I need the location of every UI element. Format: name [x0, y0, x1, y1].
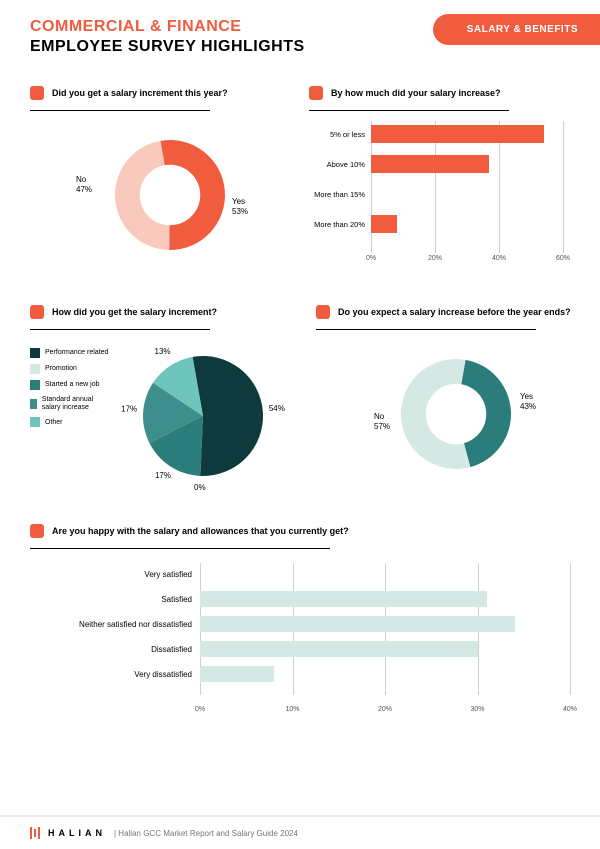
bar-category-label: Dissatisfied	[30, 645, 200, 654]
chart2-bars: 5% or less Above 10% More than 15% More tha…	[309, 121, 570, 271]
legend-swatch	[30, 348, 40, 358]
svg-text:13%: 13%	[155, 347, 171, 356]
legend-swatch	[30, 380, 40, 390]
bar	[200, 591, 487, 607]
square-bullet-icon	[309, 86, 323, 100]
chart1-title-row: Did you get a salary increment this year…	[30, 86, 291, 100]
legend-item: Started a new job	[30, 380, 110, 390]
chart4-title-row: Do you expect a salary increase before t…	[316, 305, 576, 319]
square-bullet-icon	[30, 86, 44, 100]
chart2-title: By how much did your salary increase?	[331, 88, 501, 98]
legend-item: Standard annual salary increase	[30, 396, 110, 411]
chart5-bars: 0%10%20%30%40%Very satisfiedSatisfiedNei…	[30, 563, 570, 713]
footer-text: | Halian GCC Market Report and Salary Gu…	[114, 829, 298, 838]
underline	[309, 110, 509, 111]
bar-category-label: Neither satisfied nor dissatisfied	[30, 620, 200, 629]
chart2-cell: By how much did your salary increase? 5%…	[309, 86, 570, 275]
chart3-body: Performance related Promotion Started a ne…	[30, 338, 298, 498]
chart4-donut: No57% Yes43%	[316, 334, 576, 494]
chart1-label-no: No47%	[76, 175, 92, 194]
donut-svg	[30, 115, 290, 275]
bar-category-label: 5% or less	[309, 130, 371, 139]
chart3-title-row: How did you get the salary increment?	[30, 305, 298, 319]
legend-swatch	[30, 399, 37, 409]
page-header: COMMERCIAL & FINANCE EMPLOYEE SURVEY HIG…	[0, 0, 600, 64]
row-3: Are you happy with the salary and allowa…	[0, 524, 600, 713]
bar-row: Above 10%	[309, 151, 570, 177]
bar-row: Dissatisfied	[30, 638, 570, 660]
bar-row: Satisfied	[30, 588, 570, 610]
chart1-label-yes: Yes53%	[232, 197, 248, 216]
legend-label: Performance related	[45, 349, 108, 357]
svg-text:17%: 17%	[155, 471, 171, 480]
bar-category-label: More than 20%	[309, 220, 371, 229]
chart1-donut: No47% Yes53%	[30, 115, 291, 275]
legend-item: Promotion	[30, 364, 110, 374]
underline	[30, 329, 210, 330]
underline	[30, 110, 210, 111]
chart4-title: Do you expect a salary increase before t…	[338, 307, 571, 317]
chart4-cell: Do you expect a salary increase before t…	[316, 305, 576, 498]
chart3-cell: How did you get the salary increment? Pe…	[30, 305, 298, 498]
bar	[200, 641, 478, 657]
legend-label: Other	[45, 419, 63, 427]
footer-brand: HALIAN	[48, 828, 106, 838]
donut-svg	[316, 334, 576, 494]
underline	[30, 548, 330, 549]
svg-text:54%: 54%	[269, 404, 285, 413]
bar-category-label: Very satisfied	[30, 570, 200, 579]
row-2: How did you get the salary increment? Pe…	[0, 305, 600, 498]
legend-swatch	[30, 364, 40, 374]
square-bullet-icon	[30, 305, 44, 319]
row-1: Did you get a salary increment this year…	[0, 86, 600, 275]
section-badge: SALARY & BENEFITS	[433, 14, 600, 45]
chart5-title-row: Are you happy with the salary and allowa…	[30, 524, 570, 538]
bar	[200, 666, 274, 682]
chart4-label-no: No57%	[374, 412, 390, 431]
legend-swatch	[30, 417, 40, 427]
svg-text:17%: 17%	[121, 405, 137, 414]
bar-category-label: Above 10%	[309, 160, 371, 169]
legend-item: Other	[30, 417, 110, 427]
bar	[371, 215, 397, 233]
bar-category-label: More than 15%	[309, 190, 371, 199]
square-bullet-icon	[316, 305, 330, 319]
pie-svg: 54% 0% 17% 17% 13%	[118, 338, 298, 508]
underline	[316, 329, 536, 330]
bar	[371, 155, 489, 173]
chart3-legend: Performance related Promotion Started a ne…	[30, 338, 110, 498]
chart2-title-row: By how much did your salary increase?	[309, 86, 570, 100]
legend-label: Started a new job	[45, 381, 99, 389]
bar-row: More than 20%	[309, 211, 570, 237]
svg-text:0%: 0%	[194, 483, 206, 492]
bar-category-label: Very dissatisfied	[30, 670, 200, 679]
logo-icon	[30, 827, 40, 839]
bar-row: 5% or less	[309, 121, 570, 147]
legend-item: Performance related	[30, 348, 110, 358]
chart4-label-yes: Yes43%	[520, 392, 536, 411]
bar-row: Neither satisfied nor dissatisfied	[30, 613, 570, 635]
chart3-pie: 54% 0% 17% 17% 13%	[118, 338, 298, 498]
square-bullet-icon	[30, 524, 44, 538]
bar-row: Very satisfied	[30, 563, 570, 585]
bar-row: Very dissatisfied	[30, 663, 570, 685]
page-footer: HALIAN | Halian GCC Market Report and Sa…	[0, 815, 600, 849]
legend-label: Standard annual salary increase	[42, 396, 110, 411]
chart1-title: Did you get a salary increment this year…	[52, 88, 228, 98]
bar	[371, 125, 544, 143]
legend-label: Promotion	[45, 365, 77, 373]
chart1-cell: Did you get a salary increment this year…	[30, 86, 291, 275]
bar-row: More than 15%	[309, 181, 570, 207]
bar	[200, 616, 515, 632]
bar-category-label: Satisfied	[30, 595, 200, 604]
chart5-title: Are you happy with the salary and allowa…	[52, 526, 349, 536]
chart3-title: How did you get the salary increment?	[52, 307, 217, 317]
